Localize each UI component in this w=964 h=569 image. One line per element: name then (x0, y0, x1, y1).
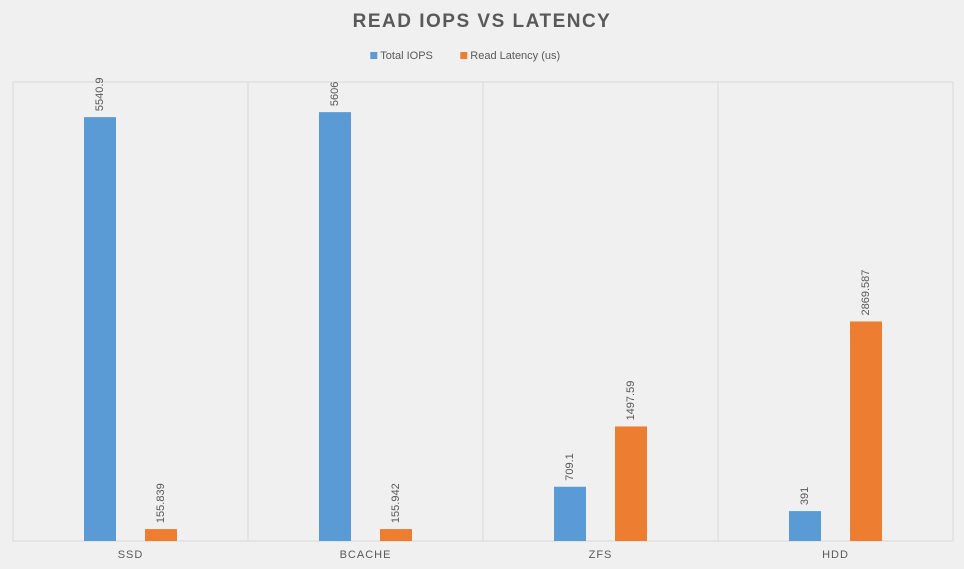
bar (145, 529, 177, 541)
legend-label: Total IOPS (380, 50, 433, 62)
x-tick-label: HDD (822, 549, 849, 561)
legend-label: Read Latency (us) (470, 50, 560, 62)
bar (380, 529, 412, 541)
data-label: 155.839 (155, 483, 167, 523)
bar (789, 511, 821, 541)
data-label: 155.942 (390, 483, 402, 523)
data-label: 5606 (329, 82, 341, 106)
bar (84, 117, 116, 541)
x-tick-label: BCACHE (340, 549, 392, 561)
legend: Total IOPS Read Latency (us) (370, 50, 560, 62)
bar (850, 321, 882, 541)
data-label: 5540.9 (94, 77, 106, 111)
x-tick-label: SSD (118, 549, 144, 561)
data-label: 2869.587 (860, 270, 872, 316)
bar (554, 486, 586, 541)
data-label: 391 (799, 487, 811, 505)
legend-swatch (370, 52, 378, 59)
bar (615, 426, 647, 541)
x-tick-label: ZFS (589, 549, 613, 561)
chart-title: READ IOPS VS LATENCY (353, 11, 612, 32)
bar (319, 112, 351, 542)
data-label: 1497.59 (625, 381, 637, 421)
data-label: 709.1 (564, 453, 576, 481)
legend-swatch (460, 52, 468, 59)
